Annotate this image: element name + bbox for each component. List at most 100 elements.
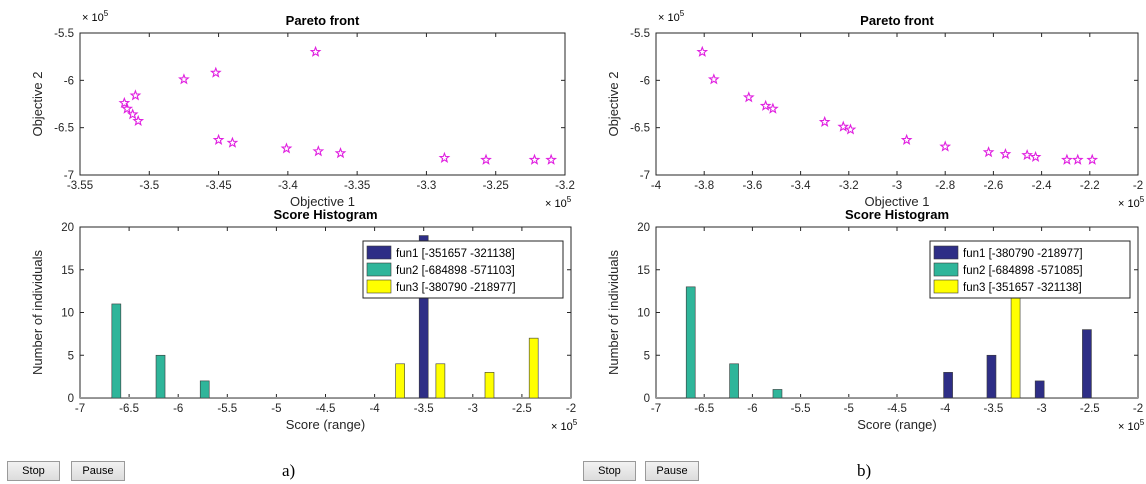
x-tick-label: -2.5 [512,403,532,415]
x-tick-label: -3 [892,180,902,192]
data-point [129,89,142,101]
legend-entry: fun2 [-684898 -571085] [963,265,1083,277]
stop-button-b[interactable]: Stop [583,461,636,481]
x-tick-label: -2.2 [1080,180,1100,192]
data-point [132,114,145,127]
legend-entry: fun2 [-684898 -571103] [396,265,515,277]
bar [435,363,446,399]
chart-scatter-b: Pareto front -4 -3.8 -3.6 -3.4 -3.2 -3 -2.8 -2.6… [606,9,1145,210]
data-point [837,120,850,132]
data-point [900,133,913,145]
axes-box [655,32,1139,176]
data-point [1021,148,1034,161]
x-tick-label: -6.5 [694,403,714,415]
y-tick-label: -6 [64,75,74,87]
chart-bar-b: Score Histogram -7 -6.5 -6 -5.5 -5 -4.5 -4 -3.5 -… [606,207,1145,433]
x-exponent-label: × 105 [1118,418,1145,433]
chart-title: Score Histogram [845,207,949,222]
x-tick-label: -3 [468,403,478,415]
x-tick-label: -4 [369,403,380,415]
legend-box [929,240,1131,299]
x-tick-label: -6 [747,403,757,415]
y-axis-label: Objective 2 [606,71,621,136]
bar [395,363,405,399]
bar [685,286,696,399]
y-tick-label: -6.5 [54,123,74,135]
data-point [1086,153,1099,165]
legend-swatch [933,245,959,260]
data-point [126,108,139,120]
bar [418,235,429,399]
data-point [696,45,709,57]
data-point [999,148,1012,160]
data-point [178,73,190,85]
x-tick-label: -4.5 [887,403,907,415]
chart-bar-a: Score Histogram -7 -6.5 -6 -5.5 -5 -4.5 -4 -3.5 -… [30,207,578,433]
x-tick-label: -7 [75,403,85,415]
y-axis-label: Objective 2 [30,71,45,136]
panel-label-a: a) [282,461,296,480]
data-point [226,136,239,148]
y-tick-label: 15 [637,265,650,277]
x-tick-label: -3.4 [791,180,811,192]
data-point [1029,150,1042,162]
x-tick-label: -3.55 [67,180,93,192]
bar [729,363,739,399]
x-tick-label: -3.5 [139,180,159,192]
data-point [742,91,755,103]
legend-swatch [933,262,959,277]
bar [986,354,997,399]
data-point [707,73,720,85]
legend-entry: fun3 [-351657 -321138] [963,282,1082,294]
panel-label-b: b) [857,461,872,480]
y-tick-label: 10 [637,308,650,320]
x-tick-label: -7 [651,403,661,415]
y-tick-label: -5.5 [54,28,74,40]
x-tick-label: -3.35 [344,180,370,192]
y-tick-label: 20 [61,222,74,234]
bar [111,303,122,399]
data-point [759,99,772,111]
chart-title: Pareto front [860,13,934,28]
legend-box [362,240,564,299]
legend-swatch [366,279,392,294]
bar [772,389,783,399]
pause-button-b[interactable]: Pause [645,461,699,481]
x-tick-label: -3.2 [555,180,575,192]
pause-button-a[interactable]: Pause [71,461,125,481]
bar [943,372,953,399]
chart-title: Score Histogram [273,207,377,222]
x-tick-label: -2 [1133,403,1143,415]
x-tick-label: -2.5 [1080,403,1100,415]
data-point [982,146,995,158]
legend-swatch [366,245,392,260]
bar [1082,329,1092,399]
legend: fun1 [-351657 -321138] fun2 [-684898 -571… [362,240,564,299]
x-tick-label: -3.6 [742,180,762,192]
x-exponent-label: × 105 [551,418,578,433]
y-axis-label: Number of individuals [30,250,45,376]
y-tick-label: 5 [644,350,650,362]
x-tick-label: -3.4 [278,180,298,192]
data-point [118,96,131,109]
x-tick-label: -2.8 [935,180,955,192]
x-tick-label: -3.2 [839,180,859,192]
x-tick-label: -5 [844,403,854,415]
bar [155,354,166,399]
x-tick-label: -4 [940,403,951,415]
x-tick-label: -2.4 [1032,180,1052,192]
x-tick-label: -6 [173,403,183,415]
data-point [480,153,492,165]
legend-entry: fun3 [-380790 -218977] [396,282,516,294]
bar [484,372,495,399]
x-axis-label: Score (range) [857,417,936,432]
stop-button-a[interactable]: Stop [7,461,60,481]
y-tick-label: 10 [61,308,74,320]
legend-entry: fun1 [-351657 -321138] [396,248,515,260]
y-tick-label: 5 [68,350,74,362]
x-axis-label: Objective 1 [290,194,355,209]
x-tick-label: -3 [1036,403,1046,415]
data-point [309,45,322,57]
legend: fun1 [-380790 -218977] fun2 [-684898 -571… [929,240,1131,299]
